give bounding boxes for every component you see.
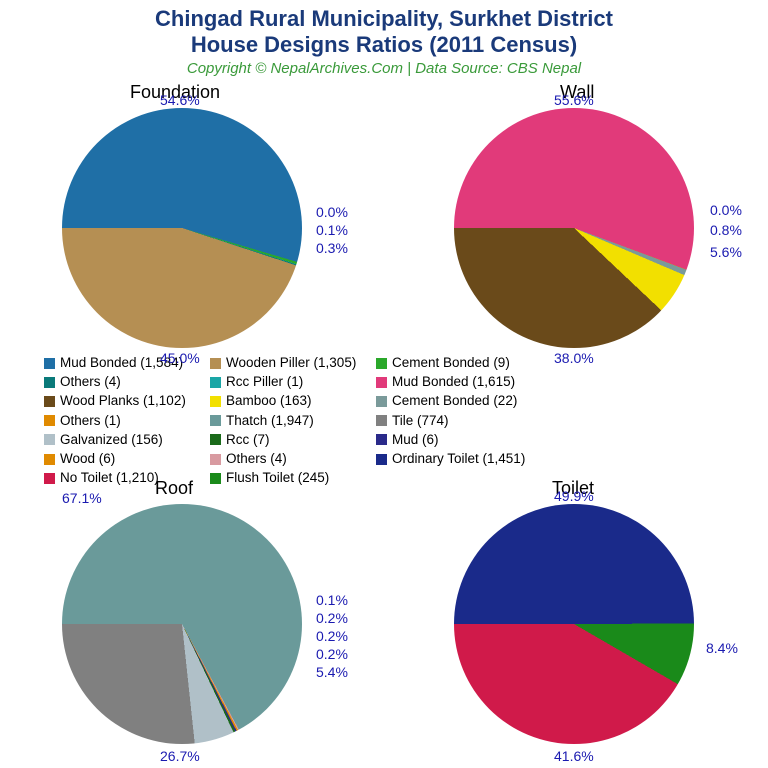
- legend-text: Flush Toilet (245): [226, 469, 329, 487]
- legend-item: Rcc Piller (1): [210, 373, 376, 391]
- pie-wall: [454, 108, 694, 348]
- pct-label: 0.1%: [316, 222, 348, 238]
- legend-swatch: [210, 377, 221, 388]
- legend-swatch: [376, 377, 387, 388]
- legend: Mud Bonded (1,584)Others (4)Wood Planks …: [44, 354, 724, 489]
- legend-swatch: [44, 454, 55, 465]
- pct-label: 0.2%: [316, 646, 348, 662]
- legend-text: Mud (6): [392, 431, 439, 449]
- legend-text: Others (4): [60, 373, 121, 391]
- legend-swatch: [44, 434, 55, 445]
- legend-text: Cement Bonded (22): [392, 392, 517, 410]
- legend-item: Wood Planks (1,102): [44, 392, 210, 410]
- legend-item: Mud Bonded (1,615): [376, 373, 542, 391]
- legend-text: Galvanized (156): [60, 431, 163, 449]
- pct-label: 0.0%: [710, 202, 742, 218]
- pie-toilet: [454, 504, 694, 744]
- pct-label: 45.0%: [160, 350, 200, 366]
- legend-text: Tile (774): [392, 412, 449, 430]
- legend-item: Others (4): [210, 450, 376, 468]
- legend-text: Thatch (1,947): [226, 412, 314, 430]
- pct-label: 41.6%: [554, 748, 594, 764]
- legend-text: Mud Bonded (1,615): [392, 373, 515, 391]
- legend-item: Others (1): [44, 412, 210, 430]
- legend-swatch: [210, 415, 221, 426]
- pct-label: 0.3%: [316, 240, 348, 256]
- legend-item: Thatch (1,947): [210, 412, 376, 430]
- legend-swatch: [44, 358, 55, 369]
- pct-label: 0.1%: [316, 592, 348, 608]
- legend-item: No Toilet (1,210): [44, 469, 210, 487]
- legend-swatch: [376, 454, 387, 465]
- legend-text: Others (1): [60, 412, 121, 430]
- chart-title-line1: Chingad Rural Municipality, Surkhet Dist…: [0, 0, 768, 32]
- legend-swatch: [210, 454, 221, 465]
- pie-roof: [62, 504, 302, 744]
- pct-label: 5.4%: [316, 664, 348, 680]
- legend-swatch: [376, 358, 387, 369]
- legend-text: Cement Bonded (9): [392, 354, 510, 372]
- legend-item: Bamboo (163): [210, 392, 376, 410]
- legend-swatch: [44, 415, 55, 426]
- legend-item: Galvanized (156): [44, 431, 210, 449]
- legend-item: Ordinary Toilet (1,451): [376, 450, 542, 468]
- chart-subtitle: Copyright © NepalArchives.Com | Data Sou…: [0, 60, 768, 77]
- legend-item: Flush Toilet (245): [210, 469, 376, 487]
- legend-item: Cement Bonded (22): [376, 392, 542, 410]
- legend-text: Wooden Piller (1,305): [226, 354, 356, 372]
- legend-swatch: [44, 377, 55, 388]
- legend-item: Cement Bonded (9): [376, 354, 542, 372]
- legend-swatch: [376, 434, 387, 445]
- legend-text: Wood (6): [60, 450, 115, 468]
- legend-text: Others (4): [226, 450, 287, 468]
- legend-swatch: [44, 396, 55, 407]
- legend-text: Rcc Piller (1): [226, 373, 303, 391]
- legend-text: No Toilet (1,210): [60, 469, 159, 487]
- pct-label: 54.6%: [160, 92, 200, 108]
- legend-text: Bamboo (163): [226, 392, 312, 410]
- legend-swatch: [376, 415, 387, 426]
- legend-text: Ordinary Toilet (1,451): [392, 450, 525, 468]
- pct-label: 0.8%: [710, 222, 742, 238]
- legend-item: Wood (6): [44, 450, 210, 468]
- pie-foundation: [62, 108, 302, 348]
- legend-item: Tile (774): [376, 412, 542, 430]
- legend-text: Rcc (7): [226, 431, 270, 449]
- legend-swatch: [210, 473, 221, 484]
- legend-swatch: [210, 396, 221, 407]
- legend-item: Others (4): [44, 373, 210, 391]
- legend-swatch: [210, 434, 221, 445]
- legend-swatch: [376, 396, 387, 407]
- pct-label: 67.1%: [62, 490, 102, 506]
- pct-label: 0.0%: [316, 204, 348, 220]
- chart-title-line2: House Designs Ratios (2011 Census): [0, 32, 768, 58]
- legend-item: Mud (6): [376, 431, 542, 449]
- pct-label: 26.7%: [160, 748, 200, 764]
- pct-label: 49.9%: [554, 488, 594, 504]
- pct-label: 55.6%: [554, 92, 594, 108]
- legend-swatch: [44, 473, 55, 484]
- pct-label: 8.4%: [706, 640, 738, 656]
- pct-label: 5.6%: [710, 244, 742, 260]
- pct-label: 0.2%: [316, 628, 348, 644]
- legend-item: Rcc (7): [210, 431, 376, 449]
- pct-label: 38.0%: [554, 350, 594, 366]
- pct-label: 0.2%: [316, 610, 348, 626]
- legend-text: Wood Planks (1,102): [60, 392, 186, 410]
- legend-item: Wooden Piller (1,305): [210, 354, 376, 372]
- legend-swatch: [210, 358, 221, 369]
